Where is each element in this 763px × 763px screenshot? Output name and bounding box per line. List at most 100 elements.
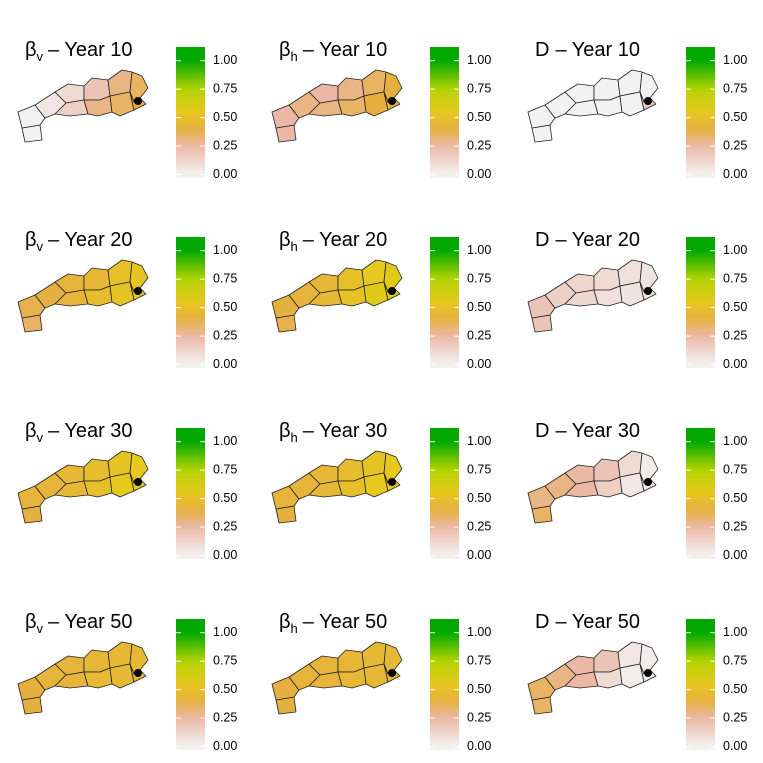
colorbar-tick-label: 0.75: [213, 462, 237, 476]
region: [109, 281, 135, 307]
region: [109, 472, 135, 498]
colorbar-tick-label: 1.00: [467, 53, 491, 67]
region: [527, 104, 556, 129]
region: [308, 289, 343, 307]
colorbar: [176, 428, 205, 559]
title-symbol: β: [25, 229, 37, 251]
panel-title: D – Year 50: [535, 611, 640, 633]
title-subscript: h: [291, 239, 298, 254]
title-symbol: D: [535, 611, 549, 633]
colorbar-tick-label: 0.25: [467, 138, 491, 152]
colorbar-tick-label: 0.25: [467, 519, 491, 533]
site-marker: [388, 478, 396, 486]
colorbar: [430, 428, 459, 559]
panel-title: βh – Year 50: [279, 611, 387, 636]
panel: D – Year 30 0.00 0.25 0.50 0.75 1.00: [527, 420, 747, 562]
region: [17, 294, 46, 319]
region: [271, 485, 300, 510]
title-text: – Year 30: [555, 420, 640, 442]
region: [308, 99, 343, 117]
region: [619, 281, 645, 307]
site-marker: [644, 478, 652, 486]
title-text: – Year 20: [48, 229, 133, 251]
colorbar-tick-label: 0.25: [213, 328, 237, 342]
panel-title: βv – Year 30: [25, 420, 133, 445]
colorbar-tick-label: 0.00: [467, 167, 491, 181]
region: [527, 485, 556, 510]
region: [619, 472, 645, 498]
colorbar-tick-label: 0.25: [723, 138, 747, 152]
colorbar: [686, 237, 715, 368]
panel-title: βh – Year 20: [279, 229, 387, 254]
panel-title: D – Year 30: [535, 420, 640, 442]
title-symbol: D: [535, 229, 549, 251]
region: [619, 91, 645, 117]
panel-title: βv – Year 10: [25, 39, 133, 64]
colorbar-tick-label: 0.50: [723, 682, 747, 696]
title-text: – Year 50: [48, 611, 133, 633]
title-symbol: β: [279, 229, 291, 251]
colorbar-tick-label: 0.50: [723, 300, 747, 314]
region: [619, 663, 645, 689]
colorbar-tick-label: 0.25: [213, 710, 237, 724]
panel: D – Year 20 0.00 0.25 0.50 0.75 1.00: [527, 229, 747, 371]
colorbar-tick-label: 0.25: [213, 519, 237, 533]
colorbar-tick-label: 0.75: [213, 271, 237, 285]
colorbar-tick-label: 1.00: [213, 625, 237, 639]
region: [527, 294, 556, 319]
panel: βv – Year 20 0.00 0.25 0.50 0.75 1.00: [17, 229, 237, 371]
title-subscript: v: [37, 621, 44, 636]
region: [593, 267, 621, 291]
colorbar-tick-label: 0.50: [467, 491, 491, 505]
region: [337, 649, 365, 673]
colorbar-tick-label: 0.75: [213, 653, 237, 667]
region: [593, 649, 621, 673]
region: [83, 77, 111, 101]
region: [564, 671, 599, 689]
title-symbol: β: [25, 611, 37, 633]
region: [593, 77, 621, 101]
colorbar-tick-label: 1.00: [723, 53, 747, 67]
site-marker: [644, 97, 652, 105]
colorbar-tick-label: 0.00: [723, 548, 747, 562]
colorbar-tick-label: 0.25: [467, 710, 491, 724]
title-text: – Year 20: [555, 229, 640, 251]
colorbar-tick-label: 0.75: [723, 653, 747, 667]
region: [363, 281, 389, 307]
region: [54, 289, 89, 307]
colorbar-tick-label: 0.75: [467, 653, 491, 667]
colorbar-tick-label: 1.00: [723, 434, 747, 448]
colorbar-tick-label: 1.00: [467, 434, 491, 448]
title-subscript: v: [37, 430, 44, 445]
title-text: – Year 20: [303, 229, 388, 251]
region: [109, 91, 135, 117]
panel-title: βv – Year 20: [25, 229, 133, 254]
region: [271, 676, 300, 701]
title-subscript: h: [291, 49, 298, 64]
region: [83, 458, 111, 482]
title-symbol: β: [279, 420, 291, 442]
panel-title: βh – Year 10: [279, 39, 387, 64]
title-text: – Year 10: [48, 39, 133, 61]
title-symbol: D: [535, 39, 549, 61]
region: [271, 294, 300, 319]
region: [308, 671, 343, 689]
panel: βv – Year 10 0.00 0.25 0.50 0.75 1.00: [17, 39, 237, 181]
colorbar: [686, 47, 715, 178]
colorbar-tick-label: 0.75: [723, 81, 747, 95]
title-text: – Year 30: [303, 420, 388, 442]
colorbar-tick-label: 1.00: [723, 625, 747, 639]
region: [17, 676, 46, 701]
colorbar-tick-label: 0.00: [723, 739, 747, 753]
title-subscript: h: [291, 430, 298, 445]
region: [109, 663, 135, 689]
panel-title: βh – Year 30: [279, 420, 387, 445]
colorbar-tick-label: 1.00: [213, 434, 237, 448]
colorbar: [686, 619, 715, 750]
region: [54, 480, 89, 498]
site-marker: [388, 669, 396, 677]
site-marker: [644, 669, 652, 677]
colorbar-tick-label: 0.00: [467, 548, 491, 562]
region: [363, 472, 389, 498]
title-symbol: β: [279, 39, 291, 61]
